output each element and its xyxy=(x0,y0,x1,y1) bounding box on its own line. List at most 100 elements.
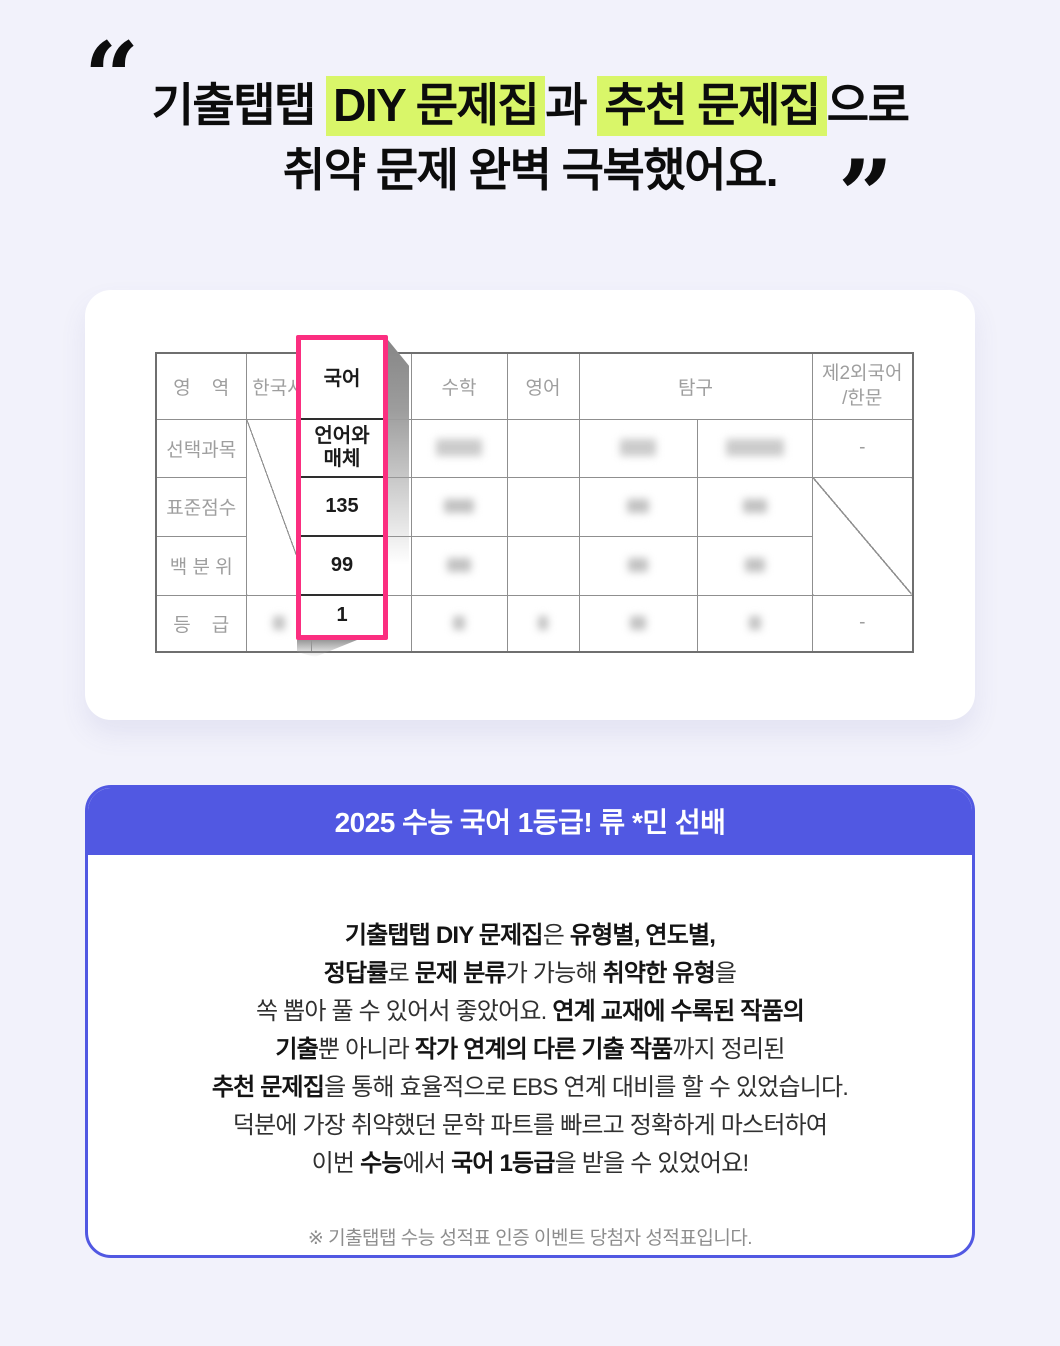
testimonial-card: 2025 수능 국어 1등급! 류 *민 선배 기출탭탭 DIY 문제집은 유형… xyxy=(85,785,975,1258)
cell-inquiry2-standard xyxy=(696,476,813,537)
cell-english-elective xyxy=(506,418,580,478)
title-text-mid: 과 xyxy=(545,79,598,131)
review-line: 정답률로 문제 분류가 가능해 취약한 유형을 xyxy=(88,955,972,993)
cell-inquiry2-percentile xyxy=(696,535,813,596)
review-text-segment: 수능 xyxy=(360,1150,403,1177)
cell-english-percentile xyxy=(506,535,580,596)
review-text-segment: 국어 1등급 xyxy=(451,1150,555,1177)
review-line: 기출뿐 아니라 작가 연계의 다른 기출 작품까지 정리된 xyxy=(88,1031,972,1069)
title-highlight-diy: DIY 문제집 xyxy=(326,76,546,136)
cell-secondlang-grade: - xyxy=(811,594,914,653)
review-text-segment: 가 가능해 xyxy=(505,960,603,987)
table-row-grade: 등 급 - xyxy=(155,594,914,653)
overlay-right-shadow xyxy=(388,340,409,574)
review-text-segment: 기출탭탭 DIY 문제집 xyxy=(344,922,544,949)
table-row-elective: 선택과목 - xyxy=(155,418,914,596)
highlight-standard-score: 135 xyxy=(301,476,383,535)
review-text-segment: 유형별, 연도별, xyxy=(569,922,716,949)
title-highlight-recommend: 추천 문제집 xyxy=(597,76,827,136)
review-text-segment: 덕분에 가장 취약했던 문학 파트를 빠르고 정확하게 마스터하여 xyxy=(232,1112,828,1139)
cell-math-standard xyxy=(410,476,508,537)
row-label-percentile: 백 분 위 xyxy=(155,535,247,596)
score-table-area: 영 역 한국사 수학 영어 탐구 제2외국어 /한문 선택과목 - 표준점수 xyxy=(155,335,914,657)
cell-inquiry2-grade xyxy=(696,594,813,653)
quote-title-line2: 취약 문제 완벽 극복했어요. xyxy=(282,144,779,197)
review-text-segment: 에서 xyxy=(402,1150,452,1177)
open-quote-icon: “ xyxy=(84,21,140,134)
blurred-value xyxy=(630,616,646,631)
blurred-value xyxy=(620,439,656,457)
review-text-segment: 작가 연계의 다른 기출 작품 xyxy=(414,1036,673,1063)
cell-math-elective xyxy=(410,418,508,478)
review-text-segment: 취약한 유형 xyxy=(602,960,716,987)
review-line: 추천 문제집을 통해 효율적으로 EBS 연계 대비를 할 수 있었습니다. xyxy=(88,1069,972,1107)
row-label-grade: 등 급 xyxy=(155,594,247,653)
col-header-second-language: 제2외국어 /한문 xyxy=(811,352,914,420)
review-line: 기출탭탭 DIY 문제집은 유형별, 연도별, xyxy=(88,917,972,955)
review-text-segment: 을 받을 수 있었어요! xyxy=(554,1150,750,1177)
review-text-segment: 정답률 xyxy=(323,960,389,987)
review-header: 2025 수능 국어 1등급! 류 *민 선배 xyxy=(88,788,972,855)
cell-secondlang-elective: - xyxy=(811,418,914,478)
review-text-segment: 문제 분류 xyxy=(414,960,507,987)
review-text-segment: 기출 xyxy=(275,1036,318,1063)
blurred-value xyxy=(744,558,765,573)
blurred-value xyxy=(748,616,761,631)
score-table: 영 역 한국사 수학 영어 탐구 제2외국어 /한문 선택과목 - 표준점수 xyxy=(155,352,914,653)
quote-title-line1: 기출탭탭 DIY 문제집 과 추천 문제집 으로 xyxy=(0,76,1060,136)
cell-inquiry1-standard xyxy=(578,476,698,537)
blurred-value xyxy=(628,558,648,573)
cell-inquiry1-elective xyxy=(578,418,698,478)
col-header-math: 수학 xyxy=(410,352,508,420)
review-line: 덕분에 가장 취약했던 문학 파트를 빠르고 정확하게 마스터하여 xyxy=(88,1107,972,1145)
quote-title-section: “ 기출탭탭 DIY 문제집 과 추천 문제집 으로 취약 문제 완벽 극복했어요.… xyxy=(0,0,1060,270)
col-header-english: 영어 xyxy=(506,352,580,420)
review-text-segment: 은 xyxy=(542,922,570,949)
blurred-value xyxy=(627,499,649,514)
table-header-row: 영 역 한국사 수학 영어 탐구 제2외국어 /한문 xyxy=(155,352,914,420)
table-row-standard-score: 표준점수 xyxy=(155,476,914,596)
review-text-segment: 까지 정리된 xyxy=(672,1036,785,1063)
row-label-elective: 선택과목 xyxy=(155,418,247,478)
review-footnote: ※ 기출탭탭 수능 성적표 인증 이벤트 당첨자 성적표입니다. xyxy=(307,1228,753,1249)
review-line: 쏙 뽑아 풀 수 있어서 좋았어요. 연계 교재에 수록된 작품의 xyxy=(88,993,972,1031)
col-header-area: 영 역 xyxy=(155,352,247,420)
cell-math-grade xyxy=(410,594,508,653)
cell-inquiry2-elective xyxy=(696,418,813,478)
blurred-value xyxy=(444,499,474,514)
korean-highlight-column: 국어 언어와 매체 135 99 1 xyxy=(296,335,388,640)
blurred-value xyxy=(272,616,285,631)
cell-inquiry1-grade xyxy=(578,594,698,653)
blurred-value xyxy=(538,616,548,631)
row-label-standard-score: 표준점수 xyxy=(155,476,247,537)
cell-english-standard xyxy=(506,476,580,537)
title-text-pre: 기출탭탭 xyxy=(151,79,327,131)
review-text-segment: 추천 문제집 xyxy=(211,1074,325,1101)
close-quote-icon: ” xyxy=(838,139,894,252)
review-body: 기출탭탭 DIY 문제집은 유형별, 연도별, 정답률로 문제 분류가 가능해 취… xyxy=(88,917,972,1183)
blurred-value xyxy=(436,439,482,457)
diagonal-strike-cell xyxy=(811,476,914,596)
score-report-card: 영 역 한국사 수학 영어 탐구 제2외국어 /한문 선택과목 - 표준점수 xyxy=(85,290,975,720)
cell-math-percentile xyxy=(410,535,508,596)
highlight-percentile: 99 xyxy=(301,535,383,594)
review-text-segment: 쏙 뽑아 풀 수 있어서 좋았어요. xyxy=(255,998,553,1025)
blurred-value xyxy=(447,558,471,573)
cell-english-grade xyxy=(506,594,580,653)
title-text-post: 으로 xyxy=(826,79,910,131)
blurred-value xyxy=(725,439,784,457)
review-line: 이번 수능에서 국어 1등급을 받을 수 있었어요! xyxy=(88,1145,972,1183)
highlight-subject: 국어 xyxy=(323,367,361,390)
review-text-segment: 을 통해 효율적으로 EBS 연계 대비를 할 수 있었습니다. xyxy=(324,1074,849,1101)
review-text-segment: 뿐 아니라 xyxy=(317,1036,415,1063)
highlight-grade: 1 xyxy=(301,594,383,635)
review-text-segment: 연계 교재에 수록된 작품의 xyxy=(552,998,805,1025)
blurred-value xyxy=(453,616,465,631)
cell-inquiry1-percentile xyxy=(578,535,698,596)
review-text-segment: 을 xyxy=(714,960,737,987)
blurred-value xyxy=(742,499,767,514)
col-header-inquiry: 탐구 xyxy=(578,352,813,420)
highlight-elective: 언어와 매체 xyxy=(301,418,383,476)
review-text-segment: 이번 xyxy=(311,1150,361,1177)
review-text-segment: 로 xyxy=(387,960,415,987)
